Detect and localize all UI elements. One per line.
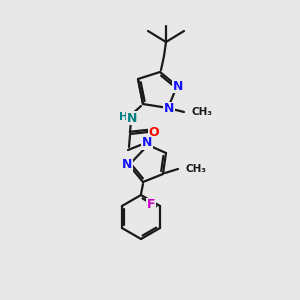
Text: CH₃: CH₃ [186,164,207,174]
Text: CH₃: CH₃ [192,107,213,117]
Text: N: N [122,158,132,172]
Text: N: N [164,103,174,116]
Text: H: H [119,112,129,122]
Text: N: N [127,112,137,124]
Text: N: N [142,136,152,149]
Text: N: N [173,80,183,92]
Text: F: F [147,199,155,212]
Text: O: O [149,125,159,139]
